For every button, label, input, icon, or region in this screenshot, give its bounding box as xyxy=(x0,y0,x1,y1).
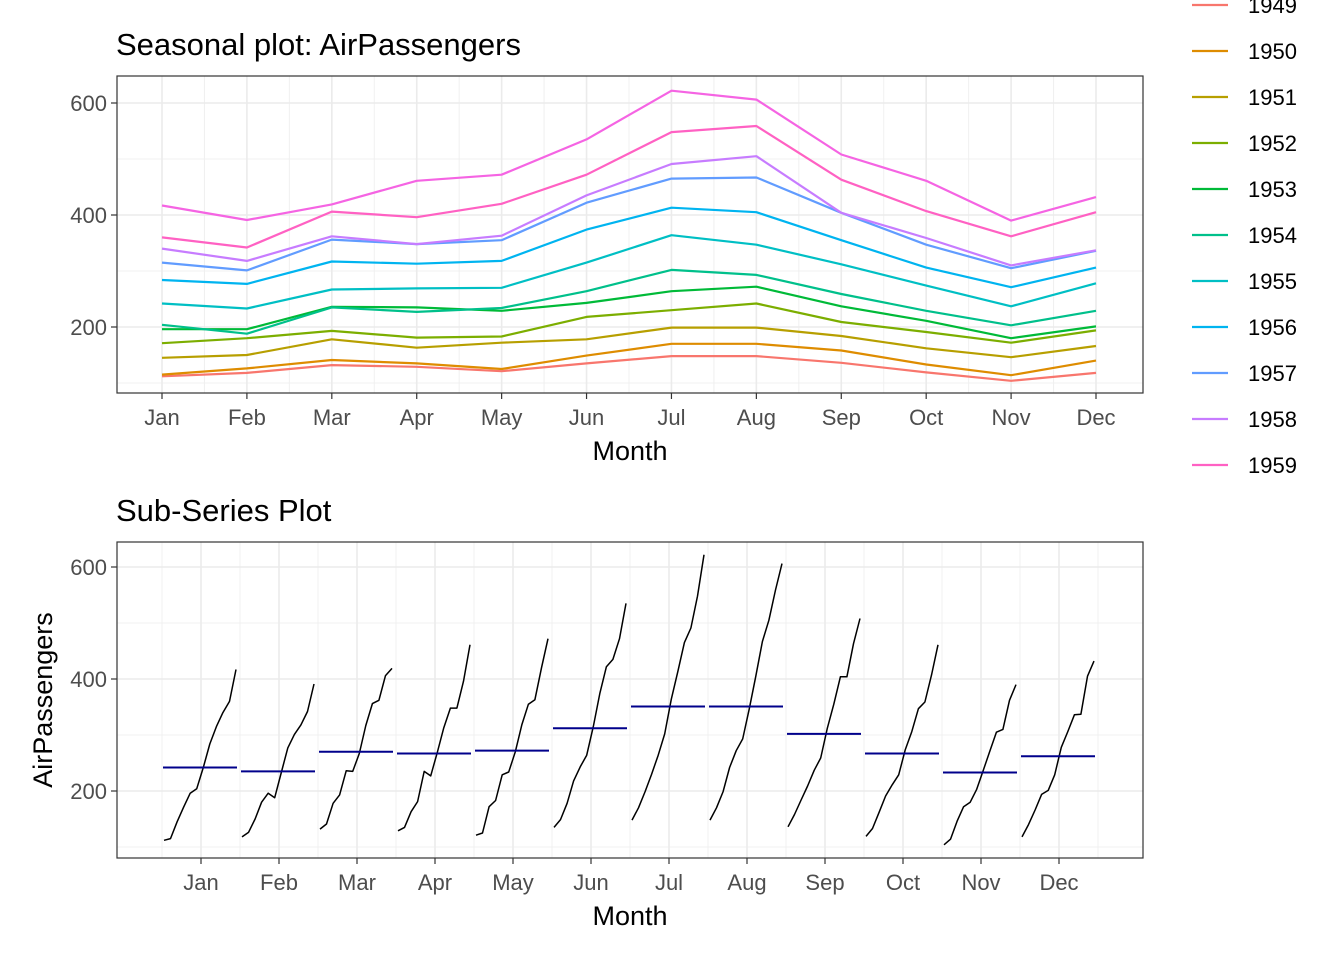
subseries-plot-x-label: Month xyxy=(592,901,667,931)
x-tick-label: Jul xyxy=(657,405,685,430)
subseries-line-Jul xyxy=(631,554,705,821)
subseries-line-Apr xyxy=(397,644,471,832)
x-tick-label: Feb xyxy=(228,405,266,430)
seasonal-plot-title: Seasonal plot: AirPassengers xyxy=(116,27,521,62)
y-tick-label: 400 xyxy=(70,667,107,692)
x-tick-label: May xyxy=(481,405,523,430)
legend-label-1952: 1952 xyxy=(1248,131,1297,156)
seasonal-plot-x-label: Month xyxy=(592,436,667,466)
subseries-plot-y-label: AirPassengers xyxy=(28,612,58,788)
series-line-1953 xyxy=(162,285,1097,340)
x-tick-label: Jun xyxy=(569,405,604,430)
x-tick-label: Aug xyxy=(737,405,776,430)
legend-label-1953: 1953 xyxy=(1248,177,1297,202)
subseries-plot-border xyxy=(116,541,1144,859)
x-tick-label: Mar xyxy=(313,405,351,430)
x-tick-label: Jan xyxy=(183,870,218,895)
x-tick-label: Jul xyxy=(655,870,683,895)
x-tick-label: May xyxy=(492,870,534,895)
subseries-line-Sep xyxy=(787,618,861,828)
x-tick-label: Sep xyxy=(822,405,861,430)
y-tick-label: 600 xyxy=(70,91,107,116)
legend-label-1951: 1951 xyxy=(1248,85,1297,110)
subseries-line-Nov xyxy=(943,684,1017,846)
x-tick-label: Aug xyxy=(727,870,766,895)
series-line-1952 xyxy=(161,302,1097,345)
legend-label-1957: 1957 xyxy=(1248,361,1297,386)
subseries-line-May xyxy=(475,638,549,836)
subseries-line-Aug xyxy=(709,563,783,821)
y-tick-label: 200 xyxy=(70,779,107,804)
y-tick-label: 400 xyxy=(70,203,107,228)
legend-label-1956: 1956 xyxy=(1248,315,1297,340)
x-tick-label: Oct xyxy=(909,405,943,430)
x-tick-label: Jun xyxy=(573,870,608,895)
x-tick-label: Mar xyxy=(338,870,376,895)
x-tick-label: Jan xyxy=(144,405,179,430)
seasonal-plot-x-ticks: Jan Feb Mar Apr May Jun Jul Aug Sep Oct Nov Dec xyxy=(144,393,1116,430)
x-tick-label: Oct xyxy=(886,870,920,895)
seasonal-plot-border xyxy=(116,75,1144,394)
subseries-line-Feb xyxy=(241,683,315,838)
subseries-line-Jan xyxy=(163,669,237,842)
seasonal-plot-panel xyxy=(117,76,1143,393)
series-line-1960 xyxy=(161,89,1097,222)
series-line-1949 xyxy=(161,355,1097,382)
subseries-line-Mar xyxy=(319,667,393,830)
subseries-line-Dec xyxy=(1021,660,1095,838)
subseries-plot-y-ticks: 200 400 600 xyxy=(70,555,117,804)
x-tick-label: Dec xyxy=(1039,870,1078,895)
subseries-plot-means xyxy=(163,705,1095,774)
series-line-1956 xyxy=(161,206,1097,289)
subseries-line-Oct xyxy=(865,644,939,837)
legend-label-1955: 1955 xyxy=(1248,269,1297,294)
series-line-1958 xyxy=(161,155,1097,267)
x-tick-label: Apr xyxy=(400,405,434,430)
seasonal-plot: Seasonal plot: AirPassengers 200 400 600 J… xyxy=(70,27,1144,466)
subseries-line-Jun xyxy=(553,603,627,828)
series-line-1950 xyxy=(161,342,1097,377)
series-line-1955 xyxy=(161,234,1097,310)
series-line-1957 xyxy=(161,176,1097,272)
legend-label-1950: 1950 xyxy=(1248,39,1297,64)
y-tick-label: 200 xyxy=(70,315,107,340)
subseries-plot-grid xyxy=(117,542,1143,858)
series-line-1959 xyxy=(161,124,1097,249)
subseries-plot-title: Sub-Series Plot xyxy=(116,493,332,528)
subseries-plot: Sub-Series Plot 200 400 600 Jan Feb Mar Apr Ma… xyxy=(28,493,1144,931)
legend-label-1958: 1958 xyxy=(1248,407,1297,432)
legend-label-1954: 1954 xyxy=(1248,223,1297,248)
subseries-plot-series xyxy=(163,554,1095,846)
x-tick-label: Feb xyxy=(260,870,298,895)
subseries-plot-x-ticks: Jan Feb Mar Apr May Jun Jul Aug Sep Oct Nov Dec xyxy=(183,858,1079,895)
legend: 1949 1950 1951 1952 1953 1954 1955 1956 1957 1958… xyxy=(1192,0,1297,478)
x-tick-label: Nov xyxy=(992,405,1031,430)
x-tick-label: Dec xyxy=(1076,405,1115,430)
legend-label-1949: 1949 xyxy=(1248,0,1297,18)
seasonal-plot-series xyxy=(161,89,1097,382)
x-tick-label: Nov xyxy=(961,870,1000,895)
y-tick-label: 600 xyxy=(70,555,107,580)
legend-label-1959: 1959 xyxy=(1248,453,1297,478)
seasonal-plot-y-ticks: 200 400 600 xyxy=(70,91,117,340)
series-line-1954 xyxy=(161,268,1097,335)
x-tick-label: Apr xyxy=(418,870,452,895)
series-line-1951 xyxy=(161,326,1097,359)
x-tick-label: Sep xyxy=(805,870,844,895)
